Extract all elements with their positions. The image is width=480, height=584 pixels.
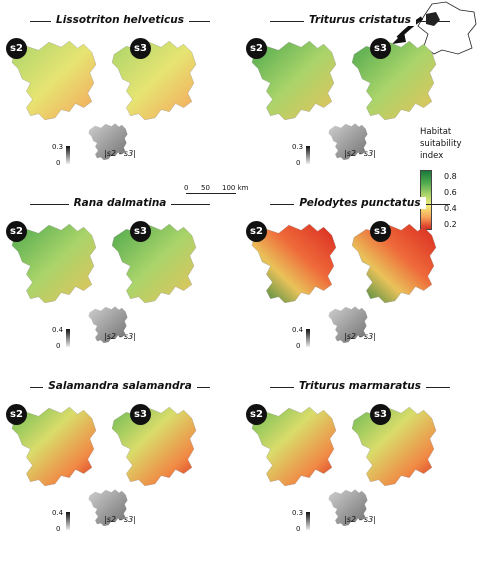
difference-max-label: 0.4 — [292, 326, 304, 334]
species-panel-1: Lissotriton helveticus s2 s3 0.3 0 |s2 -… — [0, 14, 240, 218]
difference-colorbar — [306, 512, 310, 530]
difference-max-label: 0.4 — [52, 326, 64, 334]
difference-label: |s2 - s3| — [104, 149, 136, 158]
species-title: Triturus cristatus — [304, 14, 416, 26]
legend-title-1: Habitat — [420, 127, 452, 137]
difference-min-label: 0 — [56, 342, 61, 350]
legend-tick: 0.2 — [444, 220, 457, 229]
difference-label: |s2 - s3| — [104, 515, 136, 524]
habitat-map-s3 — [111, 223, 197, 304]
legend-tick: 0.8 — [444, 172, 457, 181]
legend-tick: 0.6 — [444, 188, 457, 197]
scenario-badge-s3: s3 — [130, 404, 151, 425]
difference-max-label: 0.3 — [292, 509, 304, 517]
difference-colorbar — [306, 146, 310, 164]
panel-title-row: Salamandra salamandra — [0, 378, 240, 396]
scenario-badge-s2: s2 — [246, 404, 267, 425]
species-title: Rana dalmatina — [68, 197, 172, 209]
scenario-badge-s2: s2 — [6, 404, 27, 425]
habitat-map-s3 — [111, 406, 197, 487]
france-inset-map — [392, 1, 477, 55]
species-panel-3: Rana dalmatina s2 s3 0.4 0 |s2 - s3| — [0, 197, 240, 401]
scenario-badge-s3: s3 — [370, 221, 391, 242]
legend-title-2: suitability — [420, 139, 462, 149]
habitat-map-s3 — [351, 223, 437, 304]
species-panel-6: Triturus marmaratus s2 s3 0.3 0 |s2 - s3… — [240, 380, 480, 584]
scenario-badge-s2: s2 — [246, 38, 267, 59]
scenario-badge-s3: s3 — [370, 404, 391, 425]
species-title: Lissotriton helveticus — [51, 14, 189, 26]
difference-max-label: 0.4 — [52, 509, 64, 517]
legend-tick: 0.4 — [444, 204, 457, 213]
habitat-map-s3 — [111, 40, 197, 121]
scenario-badge-s3: s3 — [130, 38, 151, 59]
species-panel-5: Salamandra salamandra s2 s3 0.4 0 |s2 - … — [0, 380, 240, 584]
scenario-badge-s3: s3 — [370, 38, 391, 59]
legend-title-3: index — [420, 151, 444, 161]
difference-min-label: 0 — [296, 159, 301, 167]
habitat-map-s3 — [351, 40, 437, 121]
difference-min-label: 0 — [296, 525, 301, 533]
difference-label: |s2 - s3| — [104, 332, 136, 341]
scale-label: 0 — [184, 184, 189, 192]
species-panel-2: Triturus cristatus s2 s3 0.3 0 |s2 - s3| — [240, 14, 480, 218]
panel-title-row: Triturus marmaratus — [240, 378, 480, 396]
difference-label: |s2 - s3| — [344, 515, 376, 524]
species-title: Salamandra salamandra — [43, 380, 197, 392]
habitat-map-s3 — [351, 406, 437, 487]
difference-min-label: 0 — [56, 159, 61, 167]
difference-label: |s2 - s3| — [344, 332, 376, 341]
panel-title-row: Lissotriton helveticus — [0, 12, 240, 30]
panel-title-row: Rana dalmatina — [0, 195, 240, 213]
scenario-badge-s3: s3 — [130, 221, 151, 242]
difference-label: |s2 - s3| — [344, 149, 376, 158]
scale-label: 50 — [201, 184, 210, 192]
difference-colorbar — [66, 512, 70, 530]
panel-title-row: Triturus cristatus — [240, 12, 480, 30]
species-title: Pelodytes punctatus — [294, 197, 426, 209]
difference-min-label: 0 — [296, 342, 301, 350]
difference-colorbar — [306, 329, 310, 347]
difference-min-label: 0 — [56, 525, 61, 533]
species-title: Triturus marmaratus — [293, 380, 427, 392]
difference-colorbar — [66, 329, 70, 347]
scenario-badge-s2: s2 — [246, 221, 267, 242]
difference-max-label: 0.3 — [292, 143, 304, 151]
difference-max-label: 0.3 — [52, 143, 64, 151]
panel-title-row: Pelodytes punctatus — [240, 195, 480, 213]
scenario-badge-s2: s2 — [6, 38, 27, 59]
scenario-badge-s2: s2 — [6, 221, 27, 242]
study-region-highlight — [426, 12, 440, 26]
species-panel-4: Pelodytes punctatus s2 s3 0.4 0 |s2 - s3… — [240, 197, 480, 401]
difference-colorbar — [66, 146, 70, 164]
scale-label: 100 km — [222, 184, 249, 192]
